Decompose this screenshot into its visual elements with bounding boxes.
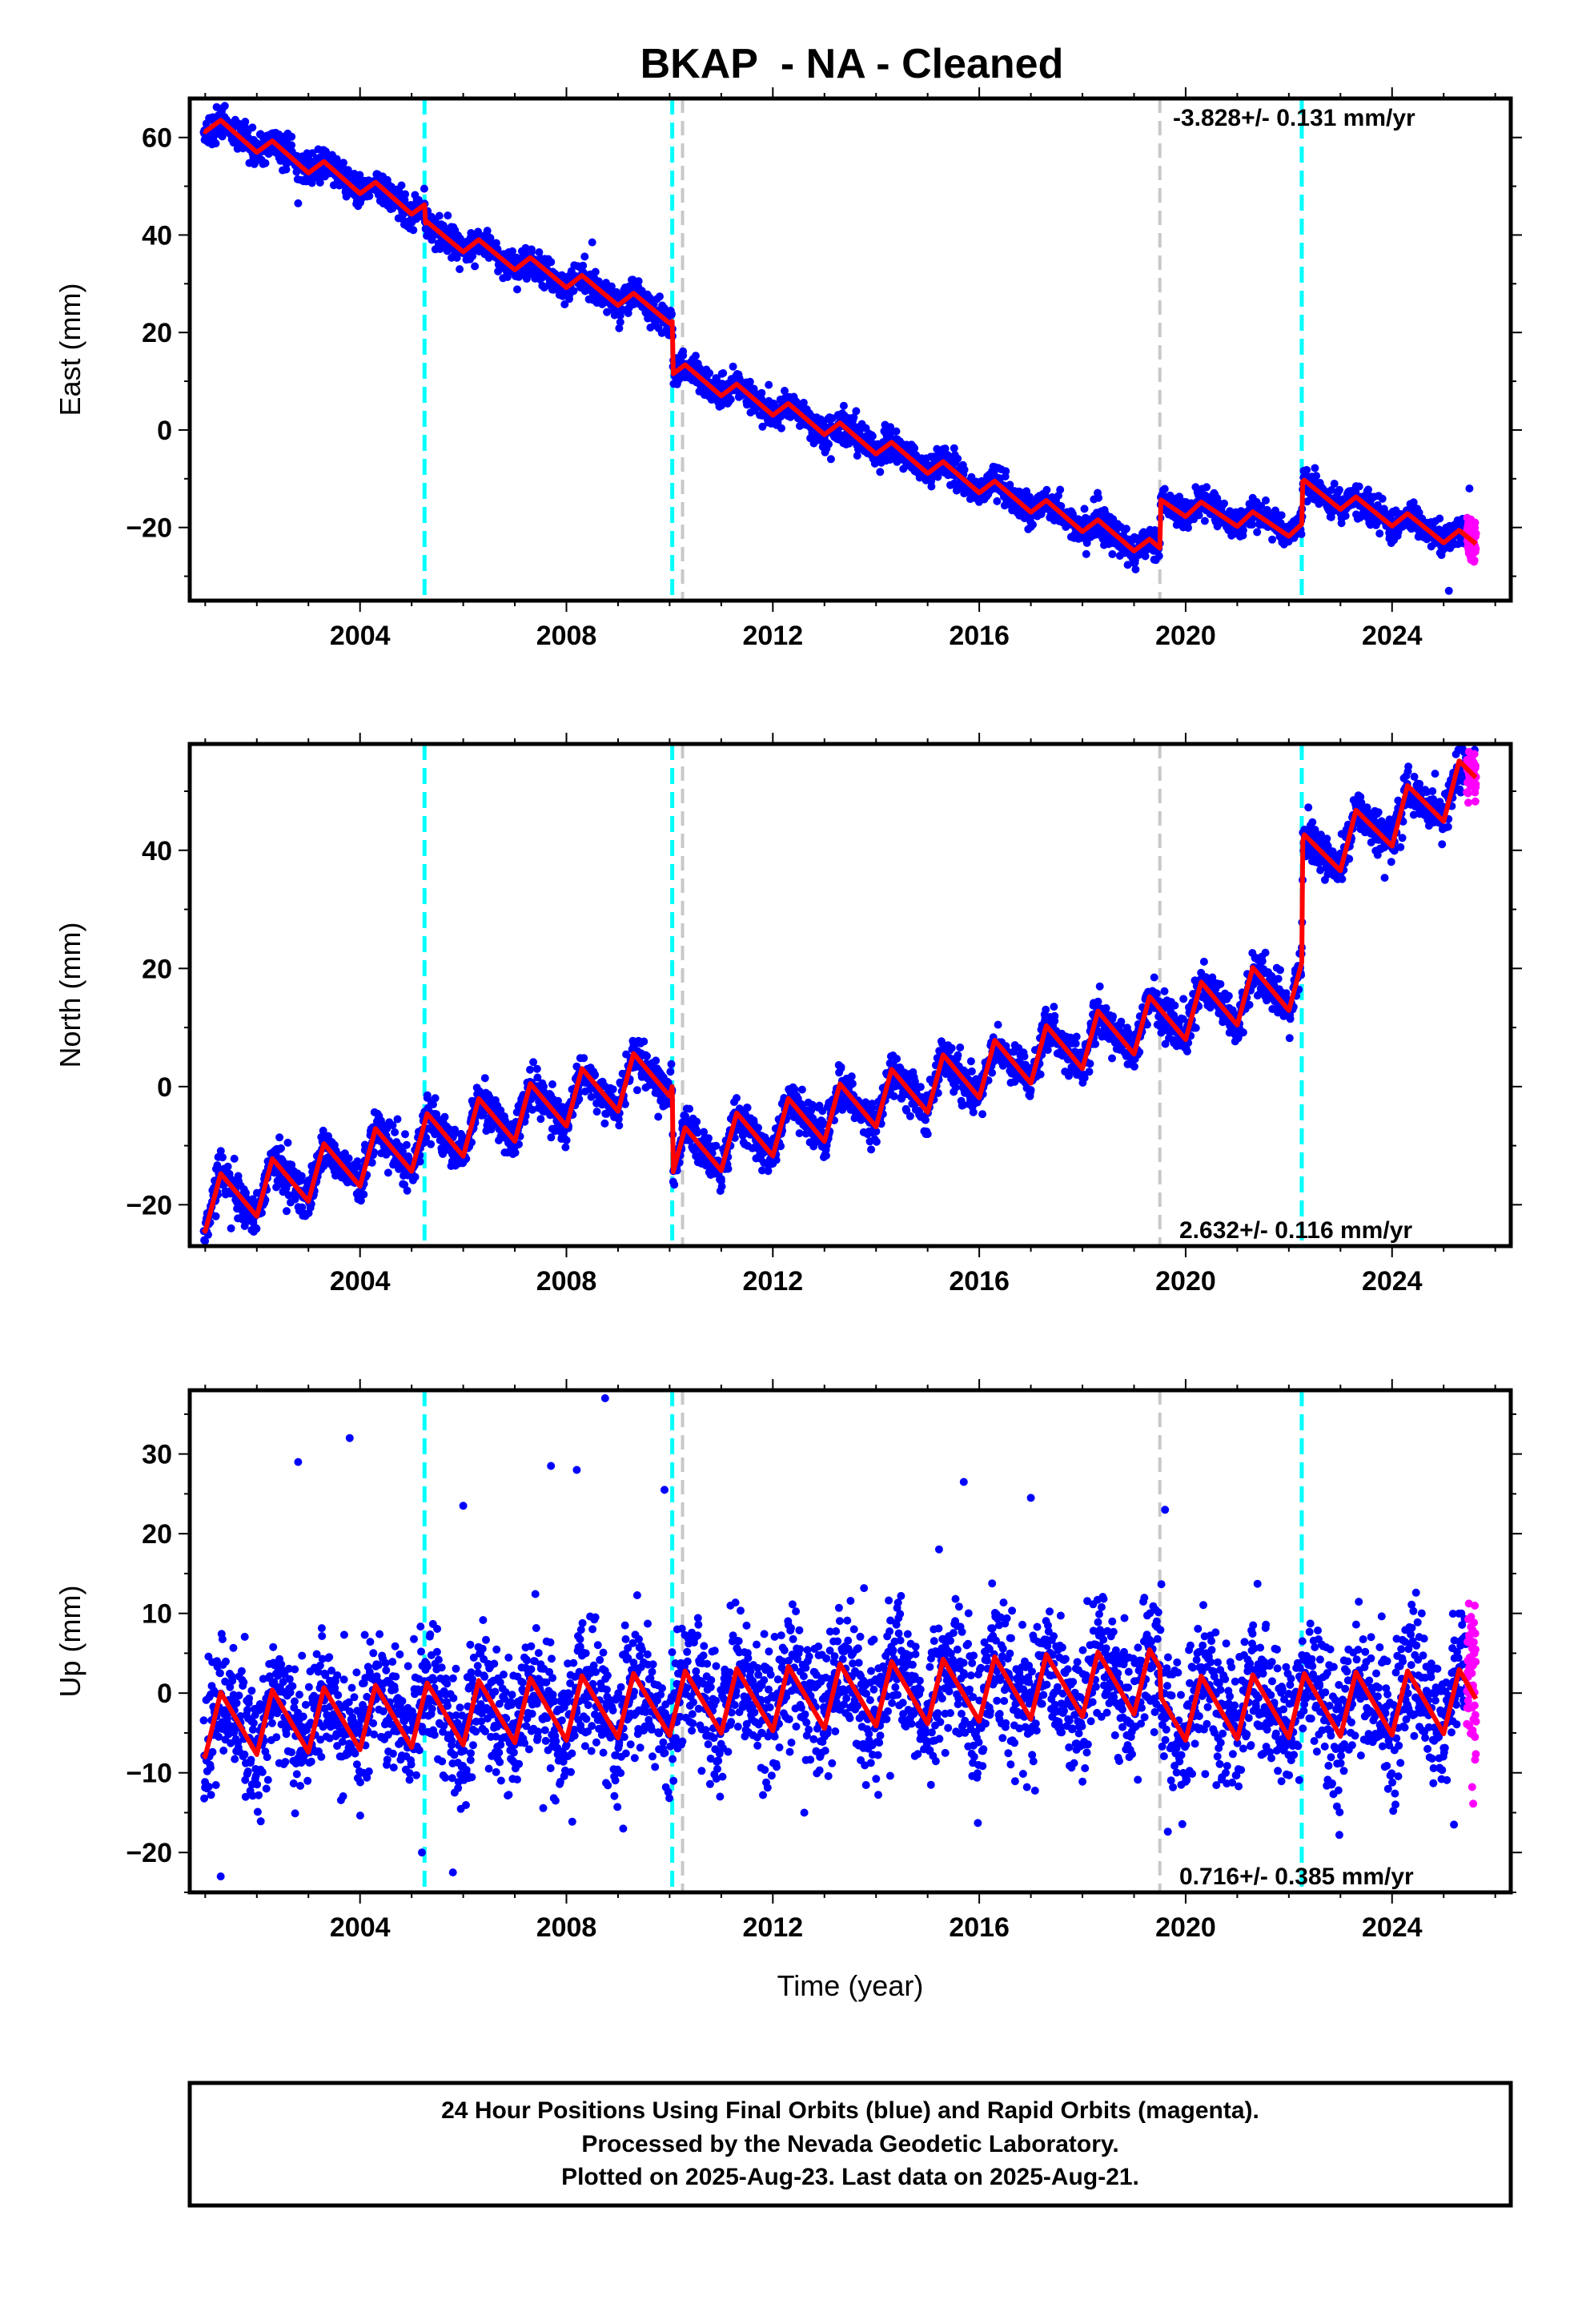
east-plot-frame (187, 96, 1513, 603)
y-tick-label: 20 (142, 318, 172, 348)
panel-north: 2004 2008 2012 2016 2020 2024 −20 0 20 40 North (… (54, 733, 1522, 1297)
y-tick-label: 60 (142, 123, 172, 154)
up-ticks: 2004 2008 2012 2016 2020 2024 −20 −10 0 10 20 30 (126, 1379, 1522, 1943)
panel-up: 2004 2008 2012 2016 2020 2024 −20 −10 0 10 20 30 Up… (54, 1379, 1522, 1943)
north-ticks: 2004 2008 2012 2016 2020 2024 −20 0 20 40 (126, 733, 1522, 1297)
x-tick-label: 2012 (743, 1266, 804, 1297)
footer-box (187, 2081, 1513, 2208)
north-rate-label: 2.632+/- 0.116 mm/yr (1179, 1217, 1412, 1244)
up-rate-label: 0.716+/- 0.385 mm/yr (1179, 1864, 1414, 1890)
final-orbit-points (199, 102, 1474, 595)
model-fit-line (201, 758, 1479, 1234)
up-plot-frame (187, 1388, 1513, 1895)
footer-line-3: Plotted on 2025-Aug-23. Last data on 202… (561, 2164, 1139, 2190)
final-orbit-points (199, 745, 1479, 1245)
up-y-axis-label: Up (mm) (54, 1586, 86, 1698)
x-tick-label: 2024 (1362, 1912, 1423, 1943)
y-tick-label: 20 (142, 954, 172, 984)
east-ticks: 2004 2008 2012 2016 2020 2024 −20 0 20 40 60 (126, 87, 1522, 651)
y-tick-label: −20 (126, 1838, 172, 1868)
model-fit-line (201, 1647, 1479, 1759)
x-tick-label: 2016 (949, 1266, 1010, 1297)
y-tick-label: −20 (126, 1190, 172, 1220)
east-y-axis-label: East (mm) (54, 283, 86, 416)
x-tick-label: 2020 (1155, 1266, 1216, 1297)
north-y-axis-label: North (mm) (54, 923, 86, 1068)
x-tick-label: 2024 (1362, 621, 1423, 651)
x-tick-label: 2004 (330, 621, 391, 651)
y-tick-label: 30 (142, 1440, 172, 1470)
x-tick-label: 2008 (536, 621, 597, 651)
rapid-orbit-points (1463, 747, 1480, 807)
north-plot-frame (187, 742, 1513, 1248)
x-tick-label: 2008 (536, 1266, 597, 1297)
y-tick-label: 0 (157, 416, 172, 446)
up-plot-layer (199, 1390, 1480, 1892)
x-tick-label: 2012 (743, 621, 804, 651)
footer-line-2: Processed by the Nevada Geodetic Laborat… (581, 2131, 1118, 2157)
model-fit-line (201, 118, 1479, 553)
north-plot-layer (199, 744, 1480, 1246)
y-tick-label: 0 (157, 1679, 172, 1709)
y-tick-label: 10 (142, 1599, 172, 1630)
x-tick-label: 2012 (743, 1912, 804, 1943)
rapid-orbit-points (1463, 1599, 1480, 1808)
y-tick-label: −20 (126, 513, 172, 544)
east-plot-layer (199, 99, 1480, 601)
y-tick-label: 40 (142, 836, 172, 866)
x-tick-label: 2008 (536, 1912, 597, 1943)
x-tick-label: 2020 (1155, 621, 1216, 651)
x-tick-label: 2004 (330, 1266, 391, 1297)
chart-title: BKAP - NA - Cleaned (640, 41, 1064, 87)
y-tick-label: 40 (142, 220, 172, 251)
x-tick-label: 2016 (949, 621, 1010, 651)
y-tick-label: −10 (126, 1759, 172, 1789)
panel-east: 2004 2008 2012 2016 2020 2024 −20 0 20 40 60 East … (54, 87, 1522, 651)
x-tick-label: 2020 (1155, 1912, 1216, 1943)
x-tick-label: 2016 (949, 1912, 1010, 1943)
y-tick-label: 0 (157, 1072, 172, 1103)
final-orbit-points (199, 1394, 1471, 1881)
y-tick-label: 20 (142, 1519, 172, 1550)
x-axis-label: Time (year) (777, 1969, 924, 2002)
x-tick-label: 2004 (330, 1912, 391, 1943)
east-rate-label: -3.828+/- 0.131 mm/yr (1173, 105, 1415, 131)
x-tick-label: 2024 (1362, 1266, 1423, 1297)
footer-line-1: 24 Hour Positions Using Final Orbits (bl… (441, 2097, 1259, 2124)
